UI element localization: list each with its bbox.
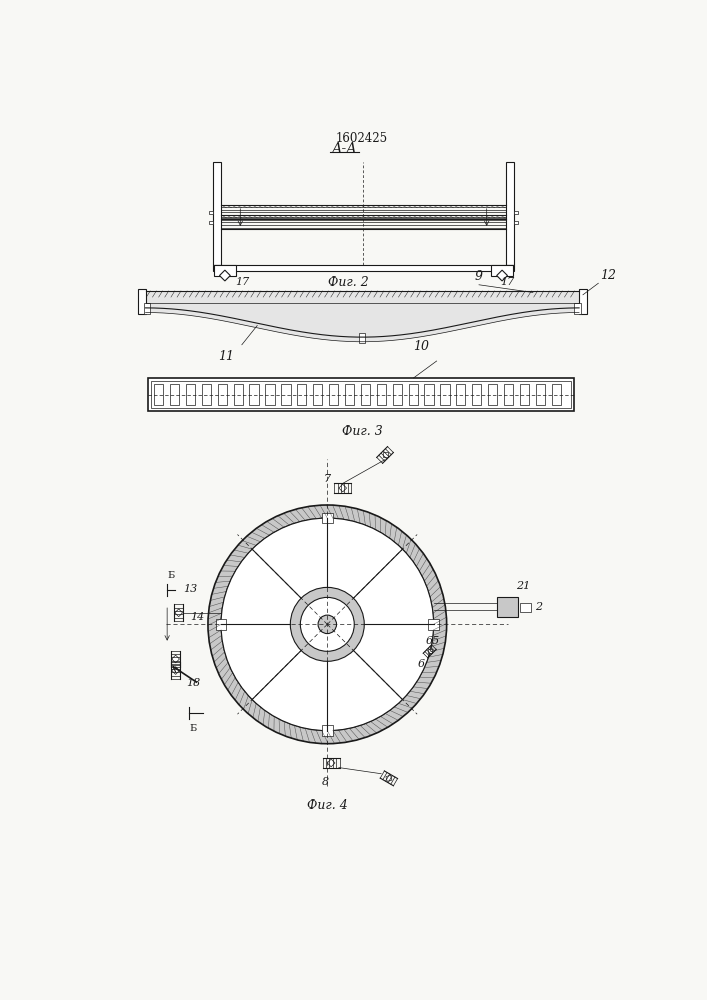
Text: А-А: А-А [332, 142, 357, 156]
Text: Б: Б [189, 724, 196, 733]
Text: Фиг. 4: Фиг. 4 [307, 799, 348, 812]
Bar [329, 384, 338, 405]
Text: Фиг. 3: Фиг. 3 [341, 425, 382, 438]
Bar [186, 384, 195, 405]
Polygon shape [219, 270, 230, 281]
Polygon shape [208, 505, 447, 744]
Text: 8: 8 [322, 777, 329, 787]
Bar [514, 211, 518, 214]
Bar [214, 265, 235, 276]
Text: 10: 10 [414, 340, 429, 353]
Text: 12: 12 [600, 269, 616, 282]
Bar [409, 384, 418, 405]
Text: 14: 14 [190, 612, 204, 622]
Bar [488, 384, 497, 405]
Polygon shape [172, 655, 180, 663]
Bar [201, 384, 211, 405]
Bar [504, 384, 513, 405]
Bar [536, 384, 545, 405]
Bar [377, 384, 386, 405]
Text: 17: 17 [235, 277, 250, 287]
Text: 65: 65 [426, 636, 440, 646]
Bar [218, 384, 227, 405]
Polygon shape [382, 452, 387, 457]
Bar [359, 333, 366, 343]
Bar [456, 384, 465, 405]
Bar [209, 211, 214, 214]
Text: 21: 21 [516, 581, 530, 591]
Polygon shape [175, 609, 182, 617]
Bar [214, 162, 221, 265]
Bar [575, 303, 580, 314]
Bar [216, 619, 226, 630]
Text: 17: 17 [501, 277, 515, 287]
Bar [428, 619, 439, 630]
Bar [506, 162, 514, 265]
Bar [392, 384, 402, 405]
Bar [472, 384, 481, 405]
Circle shape [221, 518, 433, 731]
Polygon shape [497, 270, 508, 281]
Circle shape [318, 615, 337, 634]
Text: Б: Б [168, 571, 175, 580]
Circle shape [300, 597, 354, 651]
Bar [265, 384, 274, 405]
Bar [209, 221, 214, 224]
Polygon shape [428, 649, 431, 653]
Bar [144, 303, 150, 314]
Text: 7: 7 [324, 474, 331, 484]
Bar [424, 384, 433, 405]
Text: 6: 6 [418, 659, 426, 669]
Bar [551, 384, 561, 405]
Polygon shape [172, 667, 180, 674]
Text: 13: 13 [183, 584, 197, 594]
Text: 11: 11 [218, 350, 235, 363]
Bar [322, 513, 333, 523]
Bar [520, 603, 532, 612]
Bar [170, 384, 179, 405]
Text: 1602425: 1602425 [336, 132, 388, 145]
Text: 18: 18 [187, 678, 201, 688]
Bar [440, 384, 450, 405]
Bar [297, 384, 306, 405]
Text: 2: 2 [535, 602, 542, 612]
Bar [491, 265, 513, 276]
Circle shape [291, 587, 364, 661]
Bar [250, 384, 259, 405]
Polygon shape [327, 759, 335, 767]
Polygon shape [386, 775, 392, 781]
Bar [154, 384, 163, 405]
Bar [345, 384, 354, 405]
Bar [214, 265, 514, 271]
Bar [361, 384, 370, 405]
Bar [579, 289, 587, 314]
Bar [497, 597, 518, 617]
Text: Фиг. 2: Фиг. 2 [328, 276, 368, 289]
Bar [148, 378, 573, 411]
Polygon shape [146, 291, 579, 342]
Bar [313, 384, 322, 405]
Bar [520, 384, 529, 405]
Bar [138, 289, 146, 314]
Bar [322, 725, 333, 736]
Text: 9: 9 [475, 270, 483, 283]
Bar [151, 381, 571, 408]
Bar [233, 384, 243, 405]
Bar [281, 384, 291, 405]
Polygon shape [339, 484, 346, 492]
Bar [514, 221, 518, 224]
